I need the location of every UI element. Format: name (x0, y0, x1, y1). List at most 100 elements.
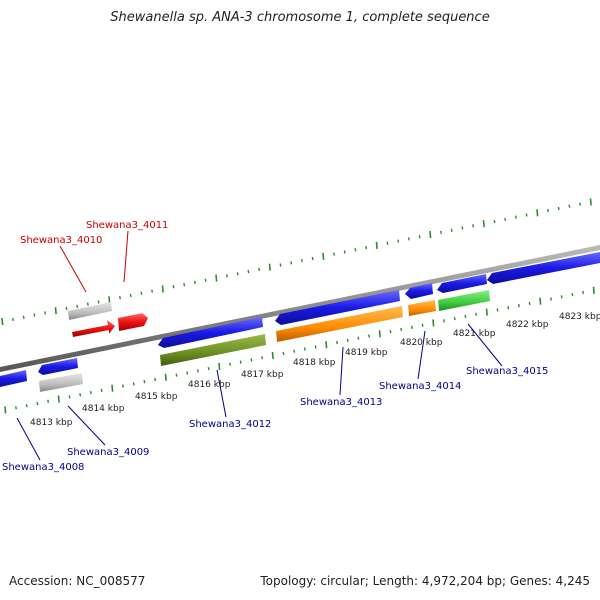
callout-line-4013 (339, 346, 344, 396)
gene-feature-blue-4012[interactable] (158, 317, 263, 348)
tick-lower-27 (293, 349, 296, 353)
gene-feature-blue-4009[interactable] (38, 358, 78, 375)
tick-upper-18 (193, 280, 196, 285)
gene-labels: Shewana3_4010 Shewana3_4011 Shewana3_400… (2, 220, 548, 473)
gene-label-shewana3-4008[interactable]: Shewana3_4008 (2, 462, 84, 473)
tick-lower-18 (196, 369, 199, 373)
tick-upper-9 (97, 300, 100, 304)
tick-upper-14 (151, 289, 154, 293)
scale-label-4819: 4819 kbp (345, 348, 388, 358)
tick-upper-39 (418, 235, 421, 239)
tick-lower-25 (271, 352, 274, 360)
tick-lower-41 (443, 319, 445, 323)
gene-feature-shewana3-4012[interactable] (160, 334, 266, 366)
tick-lower-1 (15, 406, 17, 410)
callout-line-4011 (123, 230, 129, 283)
tick-lower-48 (517, 303, 520, 308)
tick-lower-38 (410, 325, 413, 329)
gene-feature-gray-upper[interactable] (68, 302, 112, 320)
tick-upper-24 (258, 267, 261, 272)
tick-lower-55 (592, 286, 595, 294)
gene-feature-shewana3-4008[interactable] (0, 370, 27, 387)
gene-feature-blue-4013[interactable] (275, 290, 400, 325)
tick-upper-30 (322, 252, 325, 260)
tick-upper-23 (247, 269, 250, 274)
tick-upper-45 (482, 220, 485, 228)
scale-ticks-lower (4, 286, 595, 414)
callout-line-4015 (467, 323, 503, 367)
tick-lower-40 (432, 319, 435, 327)
tick-lower-22 (239, 360, 242, 364)
tick-upper-15 (161, 285, 164, 293)
tick-lower-6 (68, 395, 71, 399)
tick-lower-10 (111, 384, 114, 392)
tick-upper-46 (493, 219, 496, 224)
accession-text: Accession: NC_008577 (9, 574, 146, 588)
gene-feature-shewana3-4009[interactable] (39, 373, 83, 392)
tick-upper-5 (54, 307, 57, 315)
gene-label-shewana3-4011[interactable]: Shewana3_4011 (86, 220, 168, 231)
gene-label-shewana3-4015[interactable]: Shewana3_4015 (466, 366, 548, 377)
tick-lower-54 (582, 290, 585, 295)
tick-lower-23 (250, 358, 253, 362)
tick-lower-26 (282, 351, 285, 356)
gene-label-shewana3-4012[interactable]: Shewana3_4012 (189, 419, 271, 430)
tick-lower-49 (528, 301, 531, 306)
gene-label-shewana3-4010[interactable]: Shewana3_4010 (20, 235, 102, 246)
tick-upper-20 (215, 274, 218, 282)
tick-lower-2 (25, 403, 28, 408)
gene-feature-shewana3-4014[interactable] (408, 300, 436, 316)
tick-lower-0 (4, 406, 7, 414)
tick-lower-44 (475, 312, 478, 316)
tick-lower-51 (550, 297, 552, 301)
tick-lower-45 (485, 308, 488, 316)
tick-lower-32 (346, 338, 349, 342)
tick-upper-21 (226, 274, 228, 278)
tick-lower-7 (79, 393, 82, 397)
tick-upper-34 (365, 245, 368, 250)
upper-strand-features (68, 302, 148, 337)
gene-label-shewana3-4009[interactable]: Shewana3_4009 (67, 447, 149, 458)
gene-feature-shewana3-4015[interactable] (438, 290, 490, 311)
tick-lower-28 (303, 347, 306, 351)
tick-lower-4 (47, 399, 50, 403)
tick-upper-2 (22, 315, 25, 319)
tick-lower-3 (36, 401, 39, 406)
gene-feature-blue-4016[interactable] (487, 252, 600, 284)
tick-upper-13 (140, 291, 143, 295)
tick-upper-16 (172, 285, 175, 289)
tick-upper-33 (354, 248, 357, 252)
tick-upper-3 (33, 313, 36, 317)
gene-label-shewana3-4013[interactable]: Shewana3_4013 (300, 397, 382, 408)
tick-upper-17 (183, 282, 186, 287)
scale-labels: 4813 kbp 4814 kbp 4815 kbp 4816 kbp 4817… (30, 312, 600, 428)
tick-lower-5 (57, 395, 60, 403)
tick-upper-8 (86, 302, 89, 306)
tick-upper-10 (108, 296, 111, 304)
tick-upper-54 (579, 202, 582, 206)
scale-label-4821: 4821 kbp (453, 329, 496, 339)
scale-label-4822: 4822 kbp (506, 320, 549, 330)
gene-feature-blue-4014[interactable] (405, 283, 433, 299)
tick-lower-36 (389, 330, 392, 334)
gene-feature-shewana3-4011[interactable] (118, 313, 148, 331)
gene-feature-shewana3-4010[interactable] (72, 320, 115, 337)
tick-lower-19 (207, 367, 210, 371)
tick-lower-39 (421, 323, 424, 327)
tick-lower-17 (186, 371, 189, 375)
tick-upper-19 (204, 278, 207, 282)
tick-upper-32 (343, 250, 346, 254)
callout-line-4010 (59, 245, 87, 293)
tick-upper-0 (1, 318, 4, 326)
tick-upper-38 (407, 237, 410, 241)
tick-lower-9 (100, 388, 103, 393)
tick-upper-53 (568, 204, 571, 208)
gene-feature-shewana3-4013[interactable] (276, 306, 403, 342)
gene-feature-blue-4015[interactable] (437, 274, 487, 293)
tick-upper-49 (525, 213, 528, 217)
tick-upper-35 (375, 241, 378, 250)
tick-upper-50 (536, 209, 539, 217)
gene-label-shewana3-4014[interactable]: Shewana3_4014 (379, 381, 461, 392)
tick-lower-20 (218, 362, 221, 371)
